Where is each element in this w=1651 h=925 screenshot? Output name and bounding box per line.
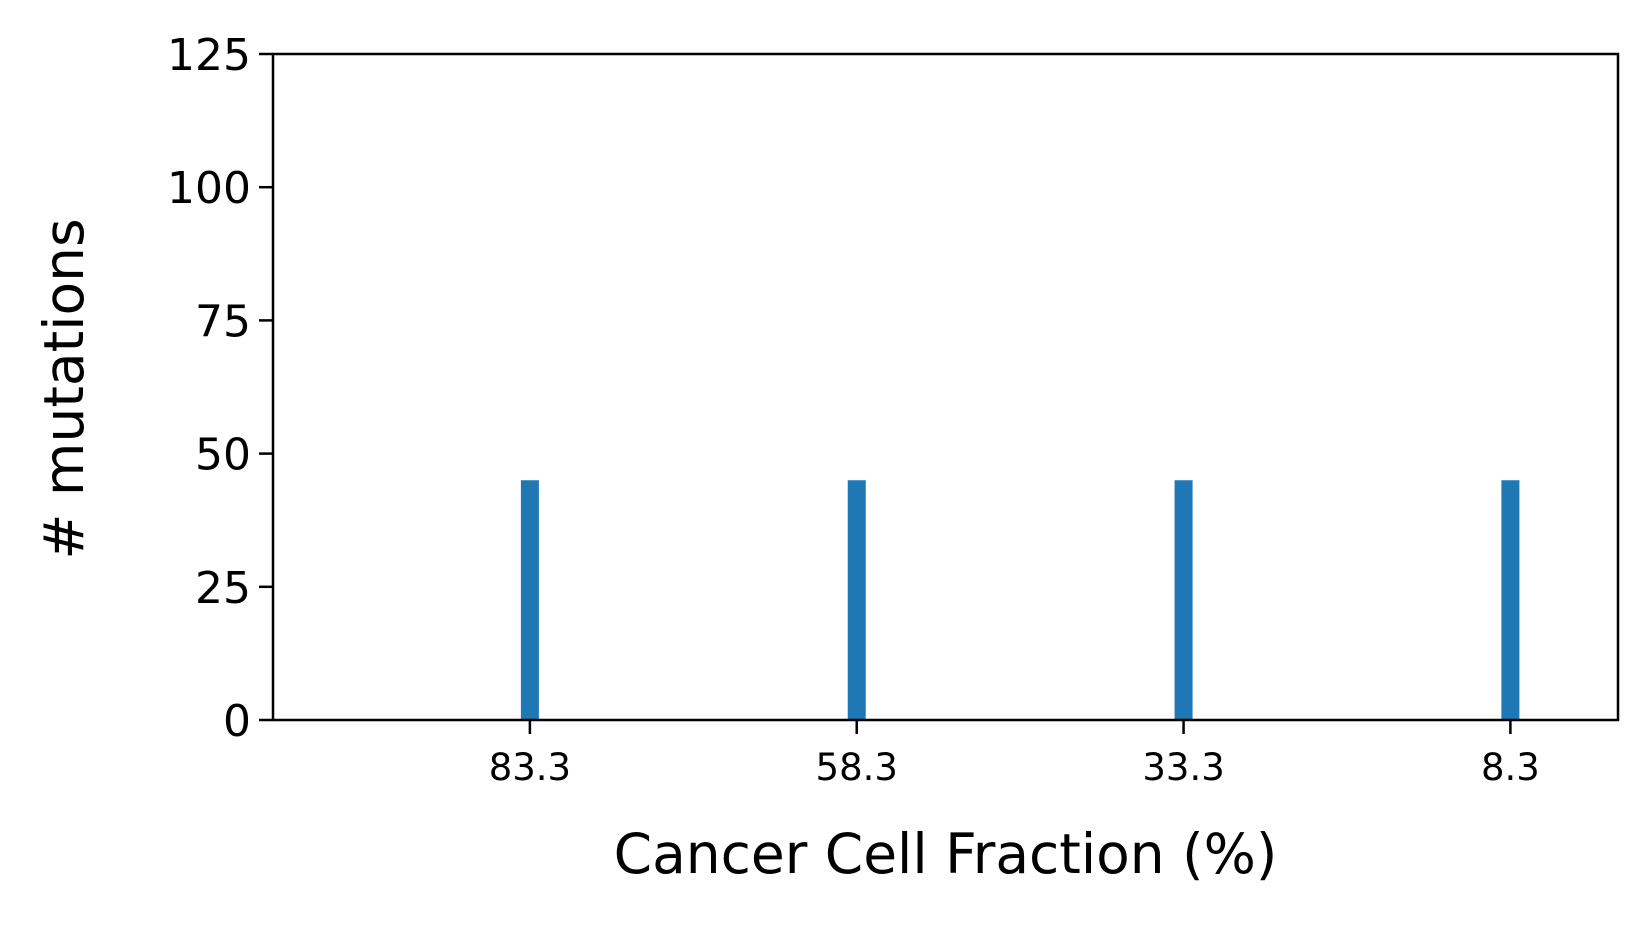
y-tick-label: 0 — [223, 696, 251, 747]
x-tick-label: 33.3 — [1142, 746, 1224, 789]
x-axis-ticks: 83.3 58.3 33.3 8.3 — [489, 720, 1540, 789]
y-tick-label: 125 — [167, 30, 251, 81]
y-axis-label: # mutations — [32, 218, 96, 559]
plot-area — [271, 52, 1620, 722]
y-tick-label: 25 — [195, 563, 251, 614]
y-tick-label: 100 — [167, 163, 251, 214]
bar-83.3 — [520, 480, 539, 720]
bar-8.3 — [1501, 480, 1520, 720]
x-tick-label: 83.3 — [489, 746, 571, 789]
y-tick-label: 75 — [195, 296, 251, 347]
bar-33.3 — [1174, 480, 1193, 720]
bars — [520, 480, 1520, 720]
x-tick-label: 8.3 — [1481, 746, 1540, 789]
y-axis-ticks: 0 25 50 75 100 125 — [167, 30, 273, 747]
x-axis-label: Cancer Cell Fraction (%) — [614, 822, 1278, 886]
y-tick-label: 50 — [195, 430, 251, 481]
plot-frame — [271, 52, 1620, 722]
bar-58.3 — [847, 480, 866, 720]
x-tick-label: 58.3 — [816, 746, 898, 789]
